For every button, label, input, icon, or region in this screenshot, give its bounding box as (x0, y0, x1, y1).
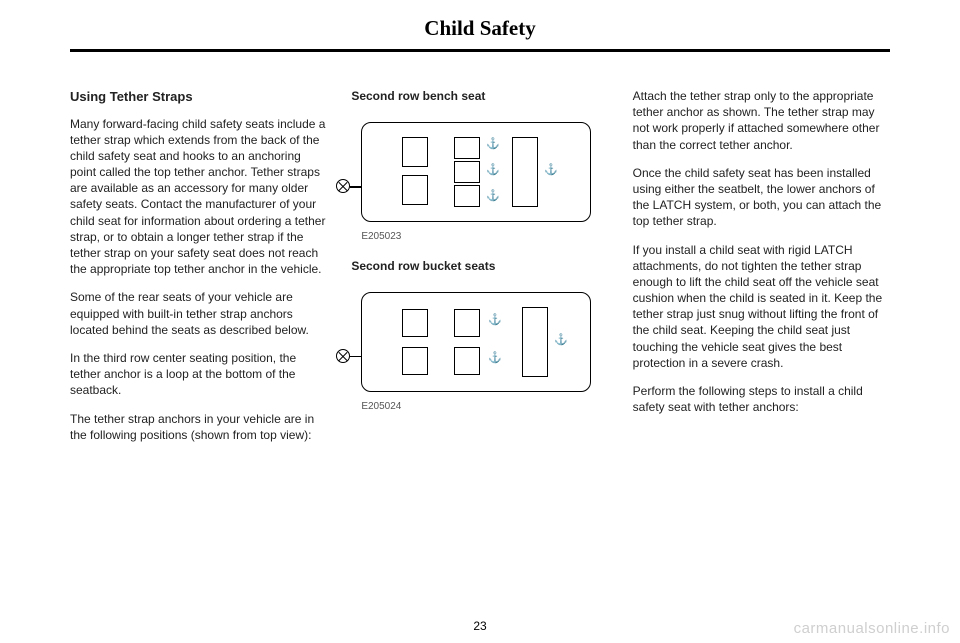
seat-back (402, 175, 428, 205)
paragraph: Perform the following steps to install a… (633, 383, 890, 415)
wheel-line (350, 186, 362, 188)
page-number: 23 (70, 613, 890, 643)
paragraph: Attach the tether strap only to the appr… (633, 88, 890, 153)
anchor-icon: ⚓ (488, 351, 502, 366)
seat-cushion (512, 137, 538, 207)
seat-back (454, 185, 480, 207)
column-1: Using Tether Straps Many forward-facing … (70, 88, 327, 613)
page-header: Child Safety (424, 16, 535, 41)
page: Child Safety Using Tether Straps Many fo… (0, 0, 960, 643)
seat-back (454, 309, 480, 337)
anchor-icon: ⚓ (554, 333, 568, 348)
section-heading: Using Tether Straps (70, 88, 327, 106)
wheel-line (350, 356, 362, 358)
diagram-bench-seat: ⚓ ⚓ ⚓ ⚓ (361, 122, 591, 222)
column-3: Attach the tether strap only to the appr… (633, 88, 890, 613)
seat-cushion (522, 307, 548, 377)
anchor-icon: ⚓ (544, 163, 558, 178)
seat-back (402, 309, 428, 337)
anchor-icon: ⚓ (486, 163, 500, 178)
seat-back (454, 347, 480, 375)
top-bar: Child Safety (70, 8, 890, 52)
diagram-title: Second row bucket seats (351, 258, 608, 274)
diagram-caption: E205024 (361, 400, 608, 414)
diagram-bucket-seats: ⚓ ⚓ ⚓ (361, 292, 591, 392)
paragraph: Once the child safety seat has been inst… (633, 165, 890, 230)
paragraph: If you install a child seat with rigid L… (633, 242, 890, 372)
paragraph: Some of the rear seats of your vehicle a… (70, 289, 327, 338)
diagram-title: Second row bench seat (351, 88, 608, 104)
columns: Using Tether Straps Many forward-facing … (70, 52, 890, 613)
anchor-icon: ⚓ (486, 137, 500, 152)
steering-wheel-icon (336, 349, 350, 363)
steering-wheel-icon (336, 179, 350, 193)
column-2: Second row bench seat ⚓ ⚓ ⚓ ⚓ E205023 Se… (351, 88, 608, 613)
paragraph: In the third row center seating position… (70, 350, 327, 399)
seat-back (454, 137, 480, 159)
paragraph: Many forward-facing child safety seats i… (70, 116, 327, 278)
seat-back (454, 161, 480, 183)
seat-back (402, 347, 428, 375)
anchor-icon: ⚓ (488, 313, 502, 328)
anchor-icon: ⚓ (486, 189, 500, 204)
watermark: carmanualsonline.info (794, 620, 950, 637)
diagram-caption: E205023 (361, 230, 608, 244)
seat-back (402, 137, 428, 167)
paragraph: The tether strap anchors in your vehicle… (70, 411, 327, 443)
